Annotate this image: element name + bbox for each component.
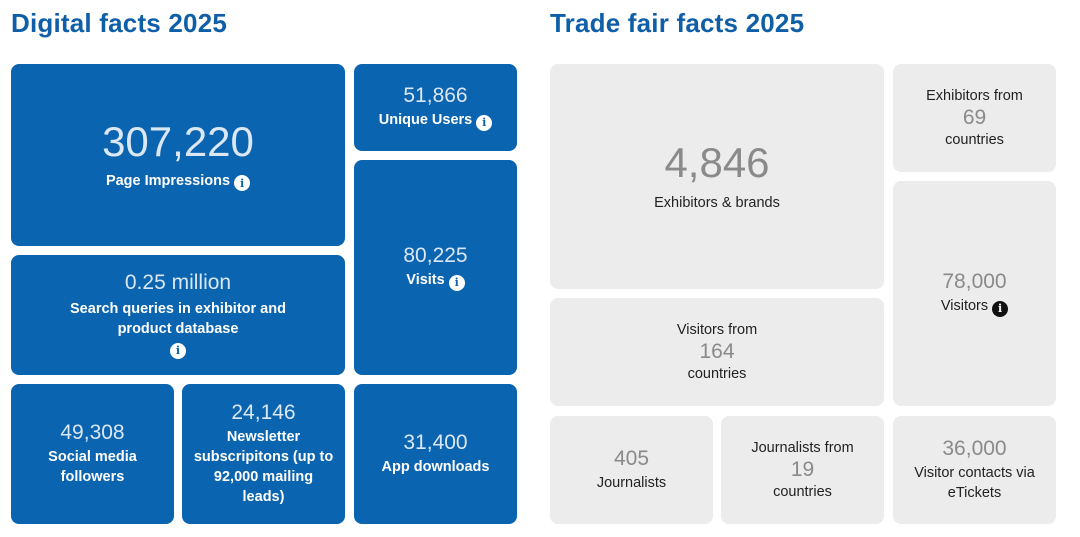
social-media-tile: 49,308 Social media followers [11,384,174,524]
info-icon[interactable]: i [234,175,251,192]
exhibitors-brands-label: Exhibitors & brands [654,194,780,211]
page-impressions-value: 307,220 [102,117,254,165]
info-icon[interactable]: i [170,342,186,359]
exhibitors-from-suffix: countries [945,131,1004,148]
journalists-label: Journalists [596,475,667,492]
visitors-label-row: Visitors i [940,296,1009,317]
search-queries-value: 0.25 million [124,271,232,295]
social-media-label: Social media followers [48,449,137,486]
visitors-from-prefix: Visitors from [676,322,758,339]
visitors-from-value: 164 [699,340,735,364]
visits-label: Visits [406,272,445,289]
social-media-value: 49,308 [60,420,125,444]
digital-facts-title: Digital facts 2025 [11,8,228,38]
newsletter-label: Newsletter subscripitons (up to 92,000 m… [193,429,334,506]
visitors-tile: 78,000 Visitors i [893,181,1056,406]
journalists-from-prefix: Journalists from [751,440,854,457]
unique-users-value: 51,866 [403,84,468,108]
info-icon[interactable]: i [476,114,493,131]
search-queries-tile: 0.25 million Search queries in exhibitor… [11,255,345,375]
page-impressions-label-row: Page Impressions i [105,171,251,192]
newsletter-value: 24,146 [231,400,296,424]
newsletter-tile: 24,146 Newsletter subscripitons (up to 9… [182,384,345,524]
journalists-from-suffix: countries [773,483,832,500]
exhibitors-brands-tile: 4,846 Exhibitors & brands [550,64,884,289]
exhibitors-from-value: 69 [962,106,987,130]
visitors-value: 78,000 [942,270,1007,294]
page-impressions-label: Page Impressions [105,172,231,189]
exhibitors-from-prefix: Exhibitors from [926,88,1023,105]
exhibitors-from-tile: Exhibitors from 69 countries [893,64,1056,172]
visitor-contacts-tile: 36,000 Visitor contacts via eTickets [893,416,1056,524]
visitors-from-suffix: countries [687,365,747,382]
visits-value: 80,225 [403,244,468,268]
visitors-label: Visitors [940,298,989,315]
exhibitors-brands-value: 4,846 [664,139,770,187]
visits-tile: 80,225 Visits i [354,160,517,375]
app-downloads-tile: 31,400 App downloads [354,384,517,524]
unique-users-label-row: Unique Users i [378,110,493,131]
page-impressions-tile: 307,220 Page Impressions i [11,64,345,246]
app-downloads-value: 31,400 [403,430,468,454]
info-icon[interactable]: i [992,300,1009,317]
visits-label-row: Visits i [406,270,465,291]
visitors-from-tile: Visitors from 164 countries [550,298,884,406]
journalists-value: 405 [613,446,650,470]
app-downloads-label: App downloads [381,459,490,476]
unique-users-label: Unique Users [378,112,473,129]
journalists-from-tile: Journalists from 19 countries [721,416,884,524]
journalists-tile: 405 Journalists [550,416,713,524]
search-queries-label: Search queries in exhibitor and product … [70,300,286,337]
journalists-from-value: 19 [790,458,815,482]
visitor-contacts-label: Visitor contacts via eTickets [914,465,1035,502]
unique-users-tile: 51,866 Unique Users i [354,64,517,151]
info-icon[interactable]: i [448,274,465,291]
trade-fair-facts-title: Trade fair facts 2025 [550,8,805,38]
visitor-contacts-value: 36,000 [942,436,1007,460]
